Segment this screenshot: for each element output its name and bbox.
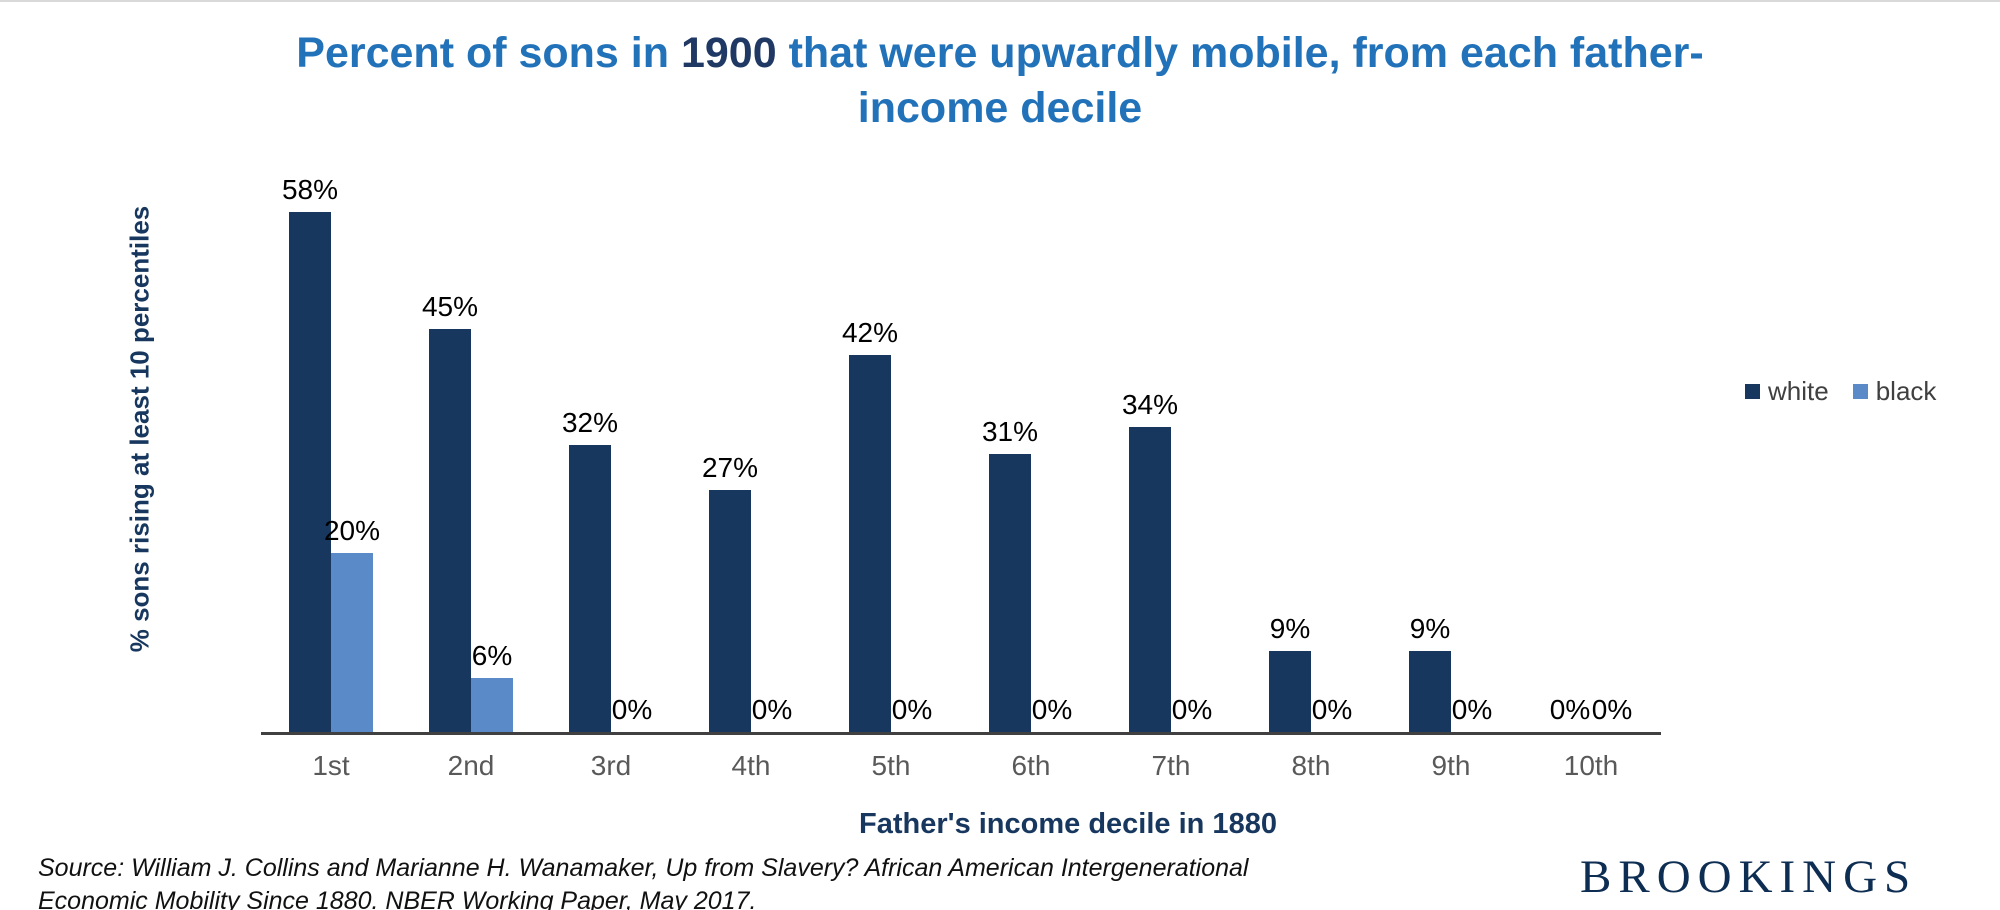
legend: white black (1745, 376, 1936, 407)
value-label-white-5th: 42% (841, 317, 899, 349)
x-tick-8th: 8th (1291, 750, 1331, 781)
x-tick-7th: 7th (1151, 750, 1191, 781)
chart-title-post: that were upwardly mobile, from each fat… (776, 29, 1704, 133)
value-label-black-1st: 20% (323, 514, 381, 546)
legend-label-black: black (1875, 376, 1937, 406)
bar-group-5th: 42% 0% (821, 194, 961, 732)
value-label-white-10th: 0% (1549, 694, 1591, 725)
x-tick-10th: 10th (1563, 750, 1619, 781)
value-label-white-4th: 27% (701, 451, 759, 483)
legend-label-white: white (1768, 376, 1829, 406)
value-label-white-9th: 9% (1409, 613, 1451, 645)
y-axis-title: % sons rising at least 10 percentiles (124, 205, 155, 653)
white-series-swatch-icon (1745, 384, 1760, 399)
value-label-black-2nd: 6% (471, 640, 513, 672)
x-axis-title: Father's income decile in 1880 (859, 808, 1277, 840)
white-bar-1st: 58% (282, 174, 338, 732)
x-tick-3rd: 3rd (590, 750, 632, 781)
legend-item-black: black (1852, 376, 1937, 407)
white-bar-4th: 27% (702, 452, 758, 732)
bar-group-6th: 31% 0% (961, 194, 1101, 732)
value-label-black-4th: 0% (751, 694, 793, 725)
chart-title: Percent of sons in 1900 that were upward… (270, 26, 1730, 136)
x-tick-6th: 6th (1011, 750, 1051, 781)
brookings-logo: BROOKINGS (1580, 851, 1918, 903)
black-bar-2nd: 6% (471, 640, 513, 732)
value-label-white-3rd: 32% (561, 407, 619, 439)
chart-title-pre: Percent of sons in (296, 29, 681, 77)
bar-group-7th: 34% 0% (1101, 194, 1241, 732)
white-bar-2nd: 45% (422, 291, 478, 732)
value-label-white-8th: 9% (1269, 613, 1311, 645)
black-series-swatch-icon (1852, 384, 1868, 399)
value-label-black-10th: 0% (1591, 694, 1633, 725)
x-tick-2nd: 2nd (447, 750, 495, 781)
value-label-white-7th: 34% (1121, 389, 1179, 421)
value-label-black-5th: 0% (891, 694, 933, 725)
source-text: Source: William J. Collins and Marianne … (38, 852, 1248, 910)
value-label-black-6th: 0% (1031, 694, 1073, 725)
white-bar-7th: 34% (1122, 389, 1178, 732)
value-label-white-2nd: 45% (421, 290, 479, 322)
bar-group-4th: 27% 0% (681, 194, 821, 732)
value-label-black-3rd: 0% (611, 694, 653, 725)
value-label-black-8th: 0% (1311, 694, 1353, 725)
chart-title-year: 1900 (680, 29, 777, 77)
bar-group-1st: 58% 20% (261, 174, 401, 732)
bar-group-10th: 0% 0% (1521, 194, 1661, 732)
white-bar-5th: 42% (842, 317, 898, 732)
legend-item-white: white (1745, 376, 1829, 407)
x-tick-1st: 1st (312, 750, 350, 781)
bar-group-9th: 9% 0% (1381, 194, 1521, 732)
bar-group-2nd: 45% 6% (401, 194, 541, 732)
x-tick-row: 1st 2nd 3rd 4th 5th 6th 7th 8th 9th 10th (261, 750, 1661, 782)
value-label-white-1st: 58% (281, 173, 339, 205)
white-bar-3rd: 32% (562, 407, 618, 732)
x-tick-9th: 9th (1431, 750, 1471, 781)
value-label-black-9th: 0% (1451, 694, 1493, 725)
source-line-2: Economic Mobility Since 1880. NBER Worki… (38, 887, 757, 910)
x-tick-5th: 5th (871, 750, 911, 781)
source-line-1: Source: William J. Collins and Marianne … (38, 854, 1249, 882)
black-bar-1st: 20% (324, 515, 380, 732)
plot-area: 58% 20% 45% 6% 32% 0% 27% 0% 42% 0% 31% 0% 34% 0% 9% 0%… (261, 174, 1661, 735)
bar-group-3rd: 32% 0% (541, 194, 681, 732)
value-label-black-7th: 0% (1171, 694, 1213, 725)
white-bar-9th: 9% (1409, 613, 1451, 732)
white-bar-8th: 9% (1269, 613, 1311, 732)
x-tick-4th: 4th (731, 750, 771, 781)
bar-group-8th: 9% 0% (1241, 194, 1381, 732)
value-label-white-6th: 31% (981, 416, 1039, 448)
white-bar-6th: 31% (982, 416, 1038, 732)
